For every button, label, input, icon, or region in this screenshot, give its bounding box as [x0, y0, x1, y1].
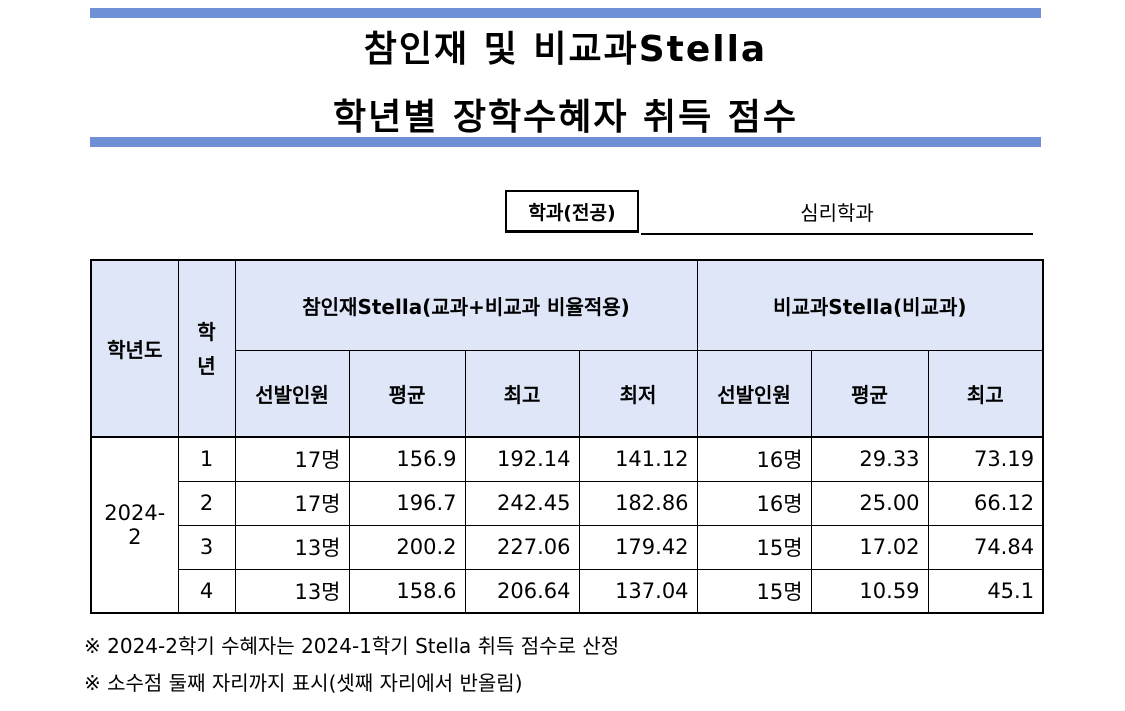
table-row: 2 17명 196.7 242.45 182.86 16명 25.00 66.12 [91, 480, 1044, 526]
value-cell: 156.9 [348, 436, 466, 482]
bottom-rule [90, 137, 1041, 147]
value-cell: 13명 [234, 524, 350, 570]
table-row: 4 13명 158.6 206.64 137.04 15명 10.59 45.1 [91, 568, 1044, 614]
top-rule [90, 8, 1041, 18]
title: 학년별 장학수혜자 취득 점수 [332, 97, 799, 138]
value-cell: 206.64 [464, 568, 580, 614]
group-header: 비교과Stella(비교과) [696, 259, 1044, 351]
value-cell: 17명 [234, 480, 350, 526]
table-row: 2024-2 1 17명 156.9 192.14 141.12 16명 29.33 73.19 [90, 436, 1044, 614]
sub-header: 최저 [578, 349, 698, 438]
grade-cell: 3 [177, 524, 236, 570]
value-cell: 200.2 [348, 524, 466, 570]
table-body: 2024-2 1 17명 156.9 192.14 141.12 16명 29.33 73.19… [90, 436, 1044, 614]
value-cell: 158.6 [348, 568, 466, 614]
value-cell: 15명 [696, 524, 812, 570]
score-table: 학년도 학년 참인재Stella(교과+비교과 비율적용) 비교과Stella(… [90, 259, 1045, 614]
value-cell: 17.02 [810, 524, 929, 570]
sub-header: 평균 [810, 349, 929, 438]
grade-cell: 1 [177, 436, 236, 482]
value-cell: 29.33 [810, 436, 929, 482]
value-cell: 137.04 [578, 568, 698, 614]
value-cell: 179.42 [578, 524, 698, 570]
value-cell: 227.06 [464, 524, 580, 570]
value-cell: 10.59 [810, 568, 929, 614]
value-cell: 196.7 [348, 480, 466, 526]
department-label: 학과(전공) [505, 190, 639, 233]
value-cell: 17명 [234, 436, 350, 482]
value-cell: 15명 [696, 568, 812, 614]
title: 참인재 및 비교과Stella [363, 29, 768, 70]
value-cell: 73.19 [927, 436, 1044, 482]
grade-cell: 4 [177, 568, 236, 614]
sub-header: 최고 [927, 349, 1044, 438]
year-cell: 2024-2 [90, 436, 179, 614]
value-cell: 141.12 [578, 436, 698, 482]
sub-header: 최고 [464, 349, 580, 438]
note: ※ 소수점 둘째 자리까지 표시(셋째 자리에서 반올림) [84, 671, 523, 695]
group-header: 참인재Stella(교과+비교과 비율적용) [234, 259, 698, 351]
sub-header: 평균 [348, 349, 466, 438]
year-header: 학년도 [90, 259, 179, 438]
value-cell: 74.84 [927, 524, 1044, 570]
note: ※ 2024-2학기 수혜자는 2024-1학기 Stella 취득 점수로 산… [84, 634, 620, 658]
sub-header: 선발인원 [234, 349, 350, 438]
grade-header-text: 학년 [197, 319, 216, 378]
value-cell: 16명 [696, 436, 812, 482]
value-cell: 192.14 [464, 436, 580, 482]
value-cell: 45.1 [927, 568, 1044, 614]
value-cell: 182.86 [578, 480, 698, 526]
value-cell: 25.00 [810, 480, 929, 526]
sub-header: 선발인원 [696, 349, 812, 438]
value-cell: 16명 [696, 480, 812, 526]
department-value: 심리학과 [641, 190, 1033, 235]
grade-cell: 2 [177, 480, 236, 526]
sub-header-row: 선발인원 평균 최고 최저 선발인원 평균 최고 [91, 349, 1044, 438]
table-row: 3 13명 200.2 227.06 179.42 15명 17.02 74.84 [91, 524, 1044, 570]
grade-header: 학년 [177, 259, 236, 438]
value-cell: 13명 [234, 568, 350, 614]
value-cell: 66.12 [927, 480, 1044, 526]
value-cell: 242.45 [464, 480, 580, 526]
